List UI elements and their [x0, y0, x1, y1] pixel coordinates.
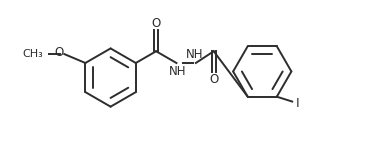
Text: I: I: [295, 97, 299, 110]
Text: NH: NH: [169, 65, 187, 78]
Text: O: O: [54, 46, 63, 59]
Text: NH: NH: [186, 48, 204, 61]
Text: O: O: [209, 73, 218, 86]
Text: CH₃: CH₃: [22, 49, 43, 59]
Text: O: O: [151, 17, 161, 30]
